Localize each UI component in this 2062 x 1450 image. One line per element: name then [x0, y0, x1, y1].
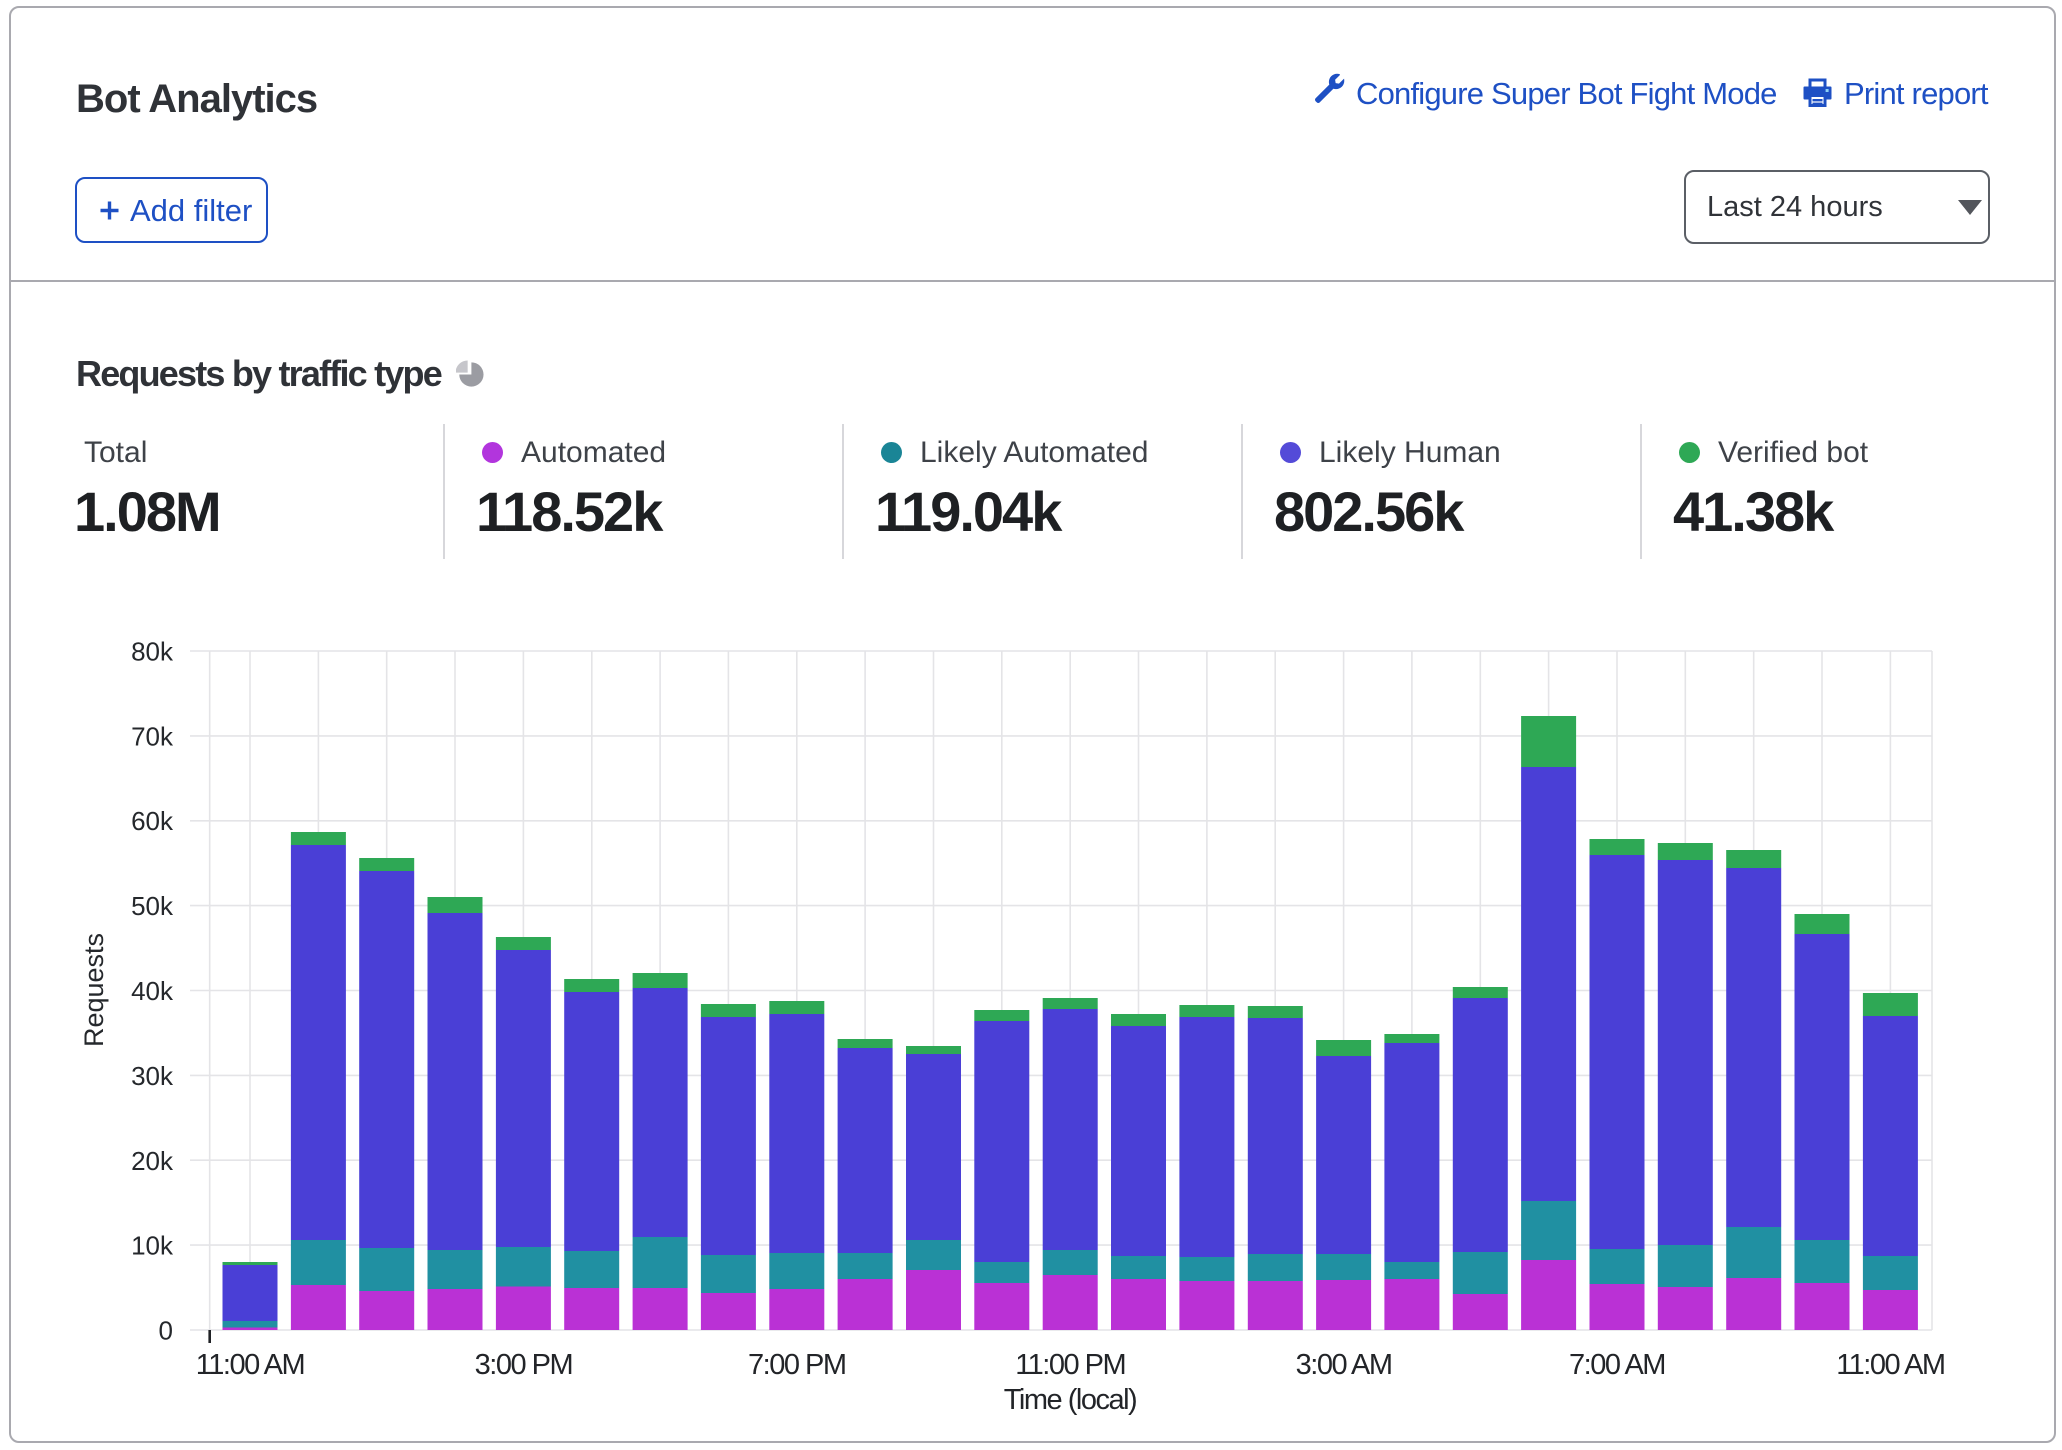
svg-text:3:00 AM: 3:00 AM	[1296, 1349, 1392, 1381]
svg-text:11:00 PM: 11:00 PM	[1015, 1349, 1125, 1381]
svg-text:50k: 50k	[131, 891, 174, 921]
svg-text:7:00 PM: 7:00 PM	[748, 1349, 846, 1381]
svg-text:30k: 30k	[131, 1061, 174, 1091]
svg-text:7:00 AM: 7:00 AM	[1569, 1349, 1665, 1381]
svg-text:3:00 PM: 3:00 PM	[475, 1349, 573, 1381]
svg-text:70k: 70k	[131, 721, 174, 751]
svg-text:Requests: Requests	[79, 933, 109, 1047]
svg-text:40k: 40k	[131, 976, 174, 1006]
svg-text:60k: 60k	[131, 806, 174, 836]
svg-text:10k: 10k	[131, 1231, 174, 1261]
svg-text:80k: 80k	[131, 637, 174, 667]
svg-text:11:00 AM: 11:00 AM	[196, 1349, 304, 1381]
svg-text:11:00 AM: 11:00 AM	[1836, 1349, 1944, 1381]
svg-text:0: 0	[159, 1316, 173, 1346]
svg-text:Time (local): Time (local)	[1004, 1384, 1136, 1416]
svg-text:20k: 20k	[131, 1146, 174, 1176]
